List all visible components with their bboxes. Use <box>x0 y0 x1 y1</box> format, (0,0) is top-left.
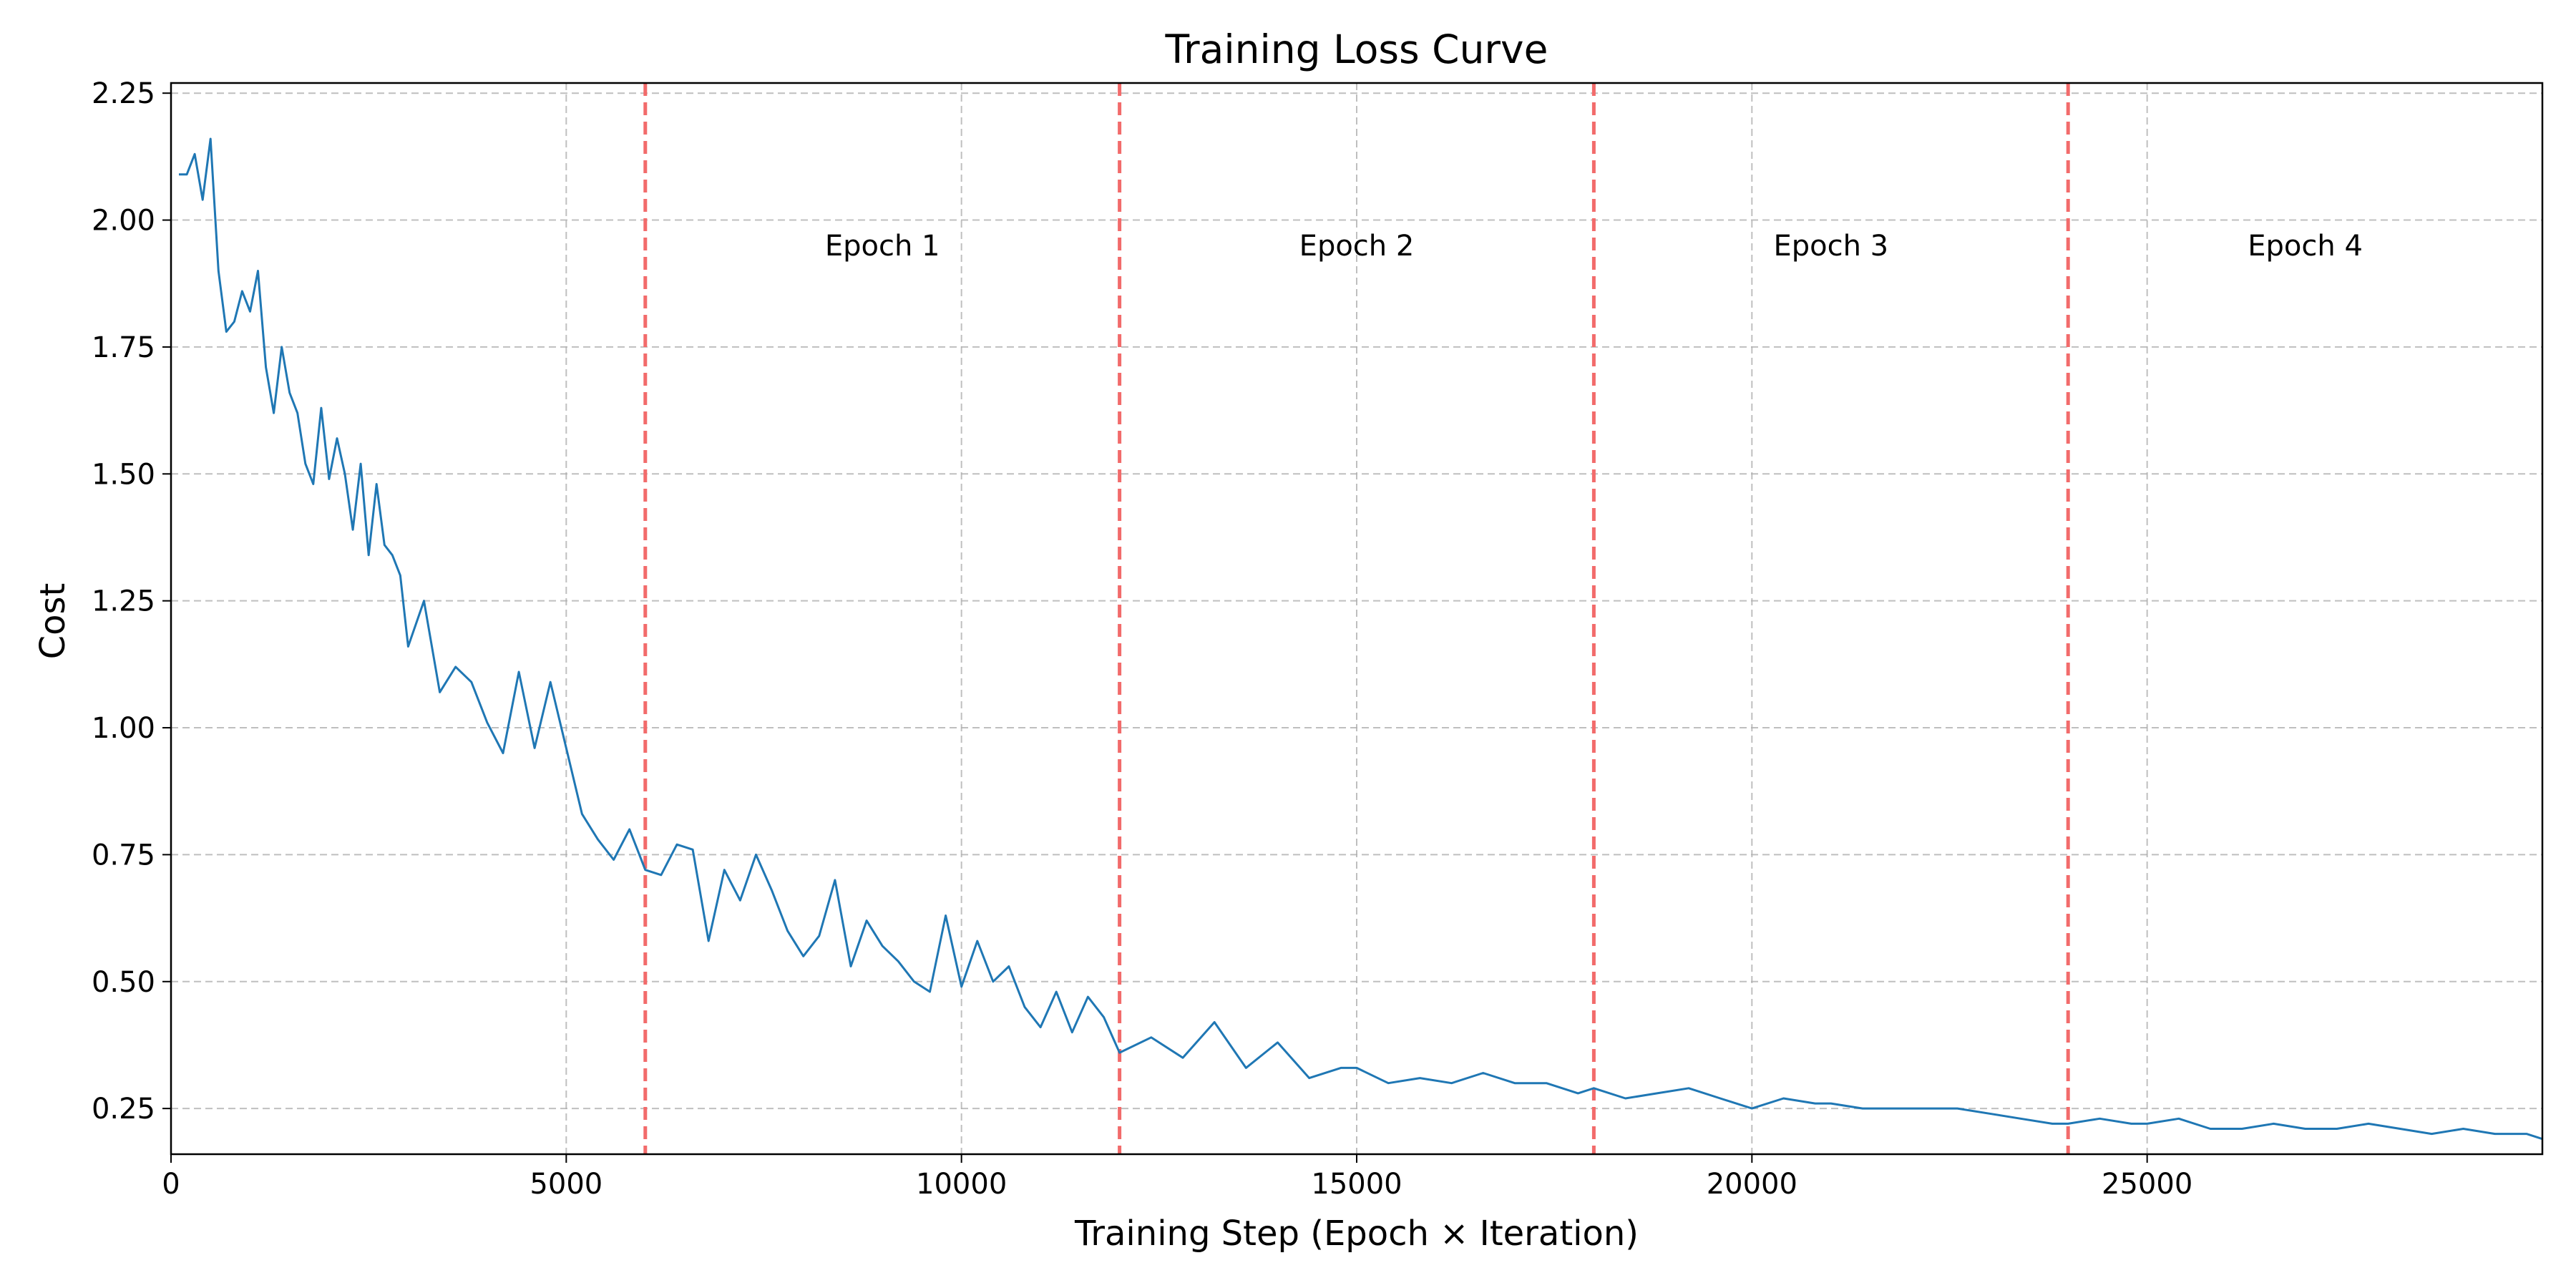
y-tick-label: 0.50 <box>92 966 155 999</box>
x-tick-label: 25000 <box>2102 1168 2192 1201</box>
epoch-boundaries <box>643 83 2070 1154</box>
tick-layer: 0 5000 10000 15000 20000 25000 0.25 0.50 0.75 1.0… <box>92 77 2192 1201</box>
y-tick-label: 1.25 <box>92 585 155 618</box>
x-axis-label: Training Step (Epoch × Iteration) <box>1074 1214 1639 1254</box>
y-tick-label: 1.50 <box>92 458 155 491</box>
y-tick-label: 2.00 <box>92 205 155 238</box>
x-tick-label: 10000 <box>916 1168 1007 1201</box>
x-tick-label: 15000 <box>1311 1168 1402 1201</box>
series-layer <box>179 137 2543 1141</box>
y-tick-label: 2.25 <box>92 77 155 110</box>
y-axis-label: Cost <box>33 583 73 660</box>
epoch-annotation: Epoch 1 <box>825 230 940 263</box>
y-tick-label: 0.75 <box>92 839 155 872</box>
loss-series-line <box>179 137 2543 1141</box>
epoch-annotation: Epoch 3 <box>1773 230 1888 263</box>
grid-layer <box>170 83 2542 1154</box>
x-tick-label: 5000 <box>530 1168 602 1201</box>
y-tick-label: 1.75 <box>92 331 155 364</box>
y-tick-label: 0.25 <box>92 1093 155 1126</box>
x-tick-label: 20000 <box>1707 1168 1797 1201</box>
chart-title: Training Loss Curve <box>1165 26 1548 72</box>
y-tick-label: 1.00 <box>92 712 155 745</box>
x-tick-label: 0 <box>162 1168 180 1201</box>
annotation-layer: Epoch 1 Epoch 2 Epoch 3 Epoch 4 <box>825 230 2363 263</box>
epoch-annotation: Epoch 4 <box>2248 230 2363 263</box>
epoch-annotation: Epoch 2 <box>1299 230 1415 263</box>
